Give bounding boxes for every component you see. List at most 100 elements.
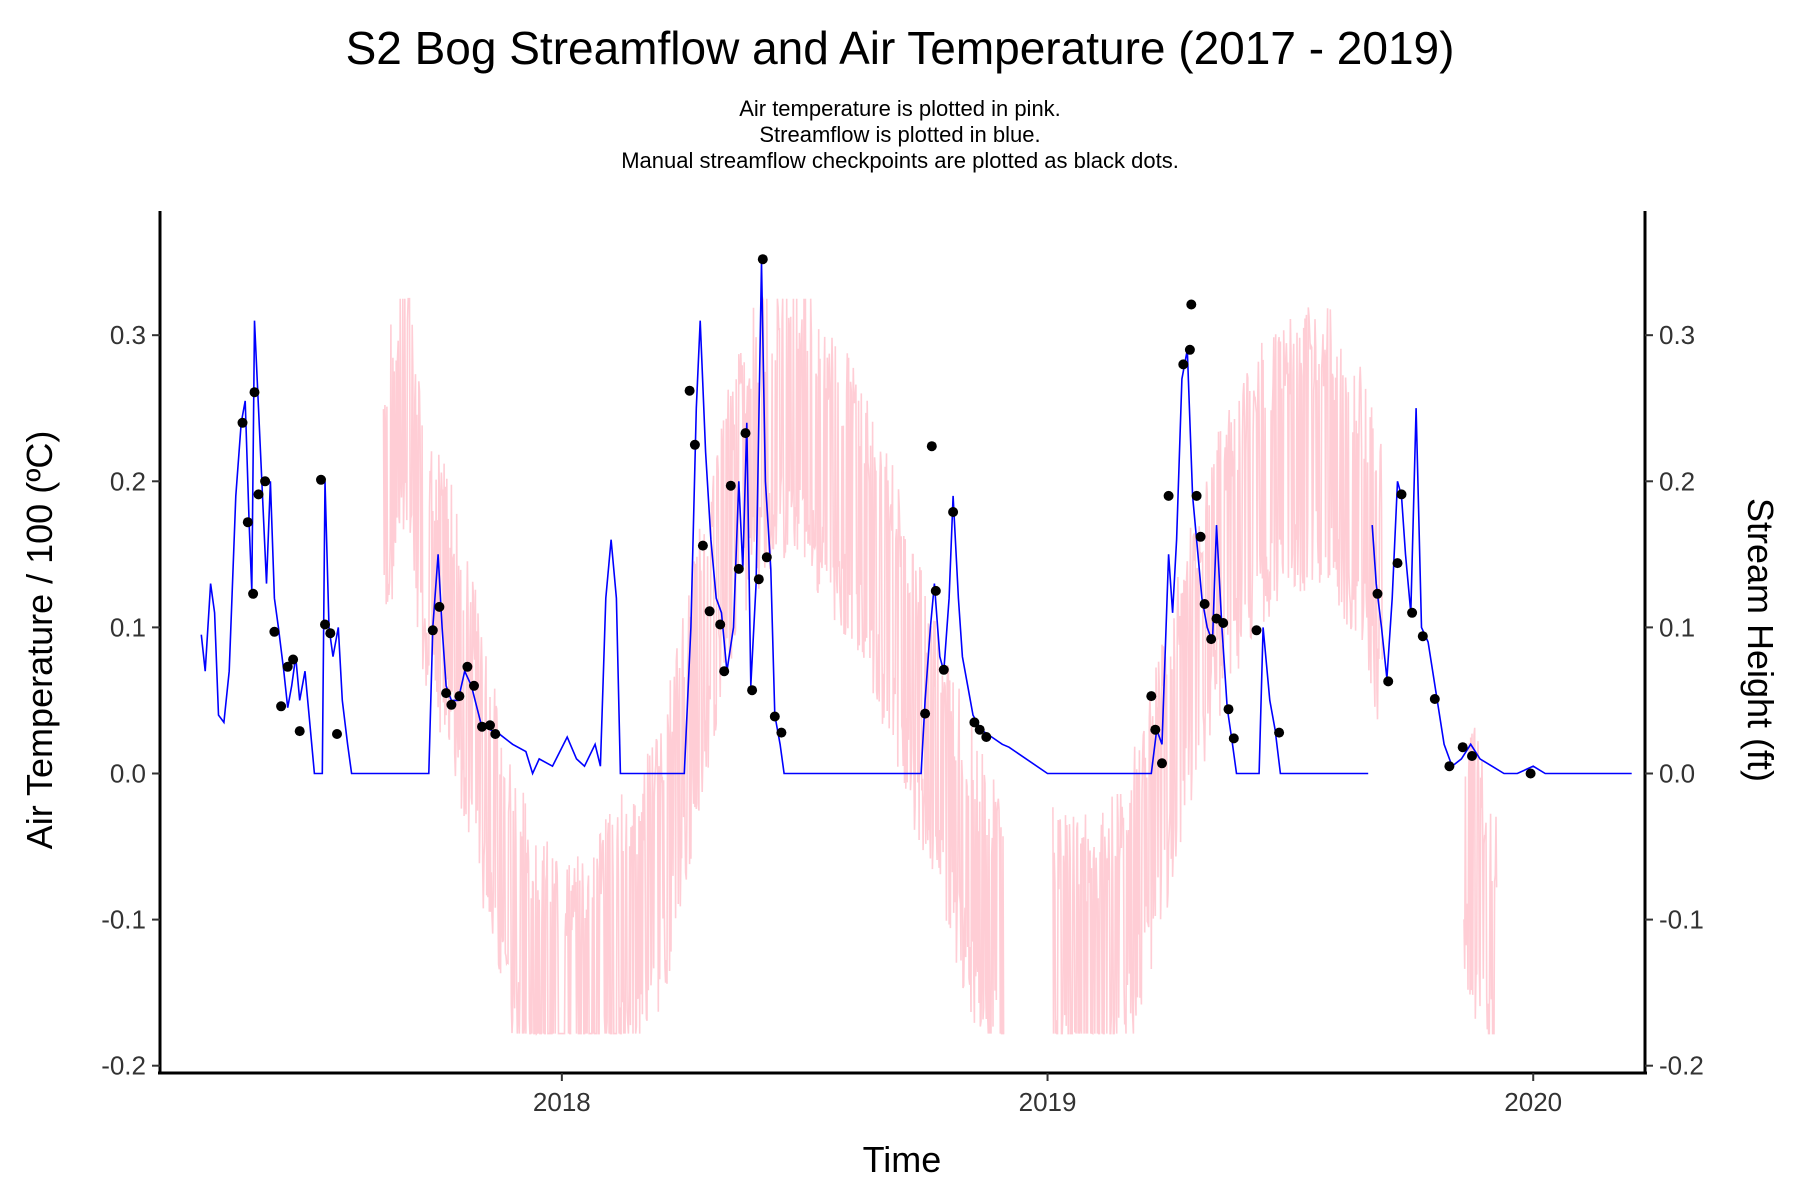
checkpoint-dot — [1206, 634, 1217, 645]
checkpoint-dot — [697, 540, 708, 551]
checkpoint-dot — [237, 417, 248, 428]
right-y-tick-label: 0.0 — [1659, 758, 1695, 788]
checkpoint-dot — [477, 721, 487, 732]
checkpoint-dot — [969, 717, 980, 728]
checkpoint-dot — [1218, 618, 1229, 628]
checkpoint-dot — [938, 664, 949, 675]
checkpoint-dot — [441, 688, 452, 699]
left-y-tick-label: 0.2 — [110, 466, 146, 496]
checkpoint-dot — [1383, 676, 1394, 687]
checkpoint-dot — [469, 680, 479, 691]
subtitle-line-1: Air temperature is plotted in pink. — [739, 96, 1061, 121]
left-y-tick-label: -0.1 — [101, 905, 146, 935]
chart-subtitle: Air temperature is plotted in pink. Stre… — [0, 96, 1800, 174]
air-temperature-layer — [382, 296, 1498, 1036]
streamflow-line-2 — [1371, 408, 1632, 775]
right-y-tick-label: 0.1 — [1659, 612, 1695, 642]
checkpoint-dot — [485, 720, 495, 731]
checkpoint-dot — [1178, 359, 1189, 370]
left-y-axis-title: Air Temperature / 100 (ºC) — [19, 431, 60, 850]
checkpoint-dot — [462, 661, 473, 672]
checkpoint-dot — [427, 625, 438, 636]
checkpoint-dot — [761, 552, 772, 563]
checkpoint-dot — [253, 489, 264, 500]
checkpoint-dot — [249, 387, 260, 398]
checkpoint-dot — [1199, 599, 1210, 609]
checkpoint-dot — [1146, 691, 1157, 702]
checkpoint-dot — [1251, 625, 1262, 636]
checkpoint-dot — [1457, 742, 1468, 753]
axes — [158, 211, 1647, 1075]
checkpoint-dot — [454, 691, 465, 702]
checkpoint-dot — [276, 701, 287, 712]
checkpoint-dot — [948, 507, 959, 517]
checkpoint-dot — [1228, 733, 1239, 744]
checkpoint-dot — [704, 606, 715, 617]
checkpoint-dot — [981, 732, 992, 742]
right-y-tick-label: -0.1 — [1659, 905, 1704, 935]
checkpoint-dot — [930, 585, 941, 596]
x-tick-label: 2020 — [1504, 1087, 1562, 1117]
chart-title: S2 Bog Streamflow and Air Temperature (2… — [345, 22, 1455, 74]
checkpoint-dot — [248, 588, 259, 599]
checkpoint-dot — [1163, 490, 1174, 501]
checkpoint-dot — [490, 729, 501, 739]
streamflow-layer — [200, 262, 1632, 776]
checkpoint-dot — [242, 517, 253, 528]
checkpoint-dot — [1372, 588, 1383, 599]
checkpoint-dot — [332, 729, 342, 739]
x-tick-label: 2018 — [533, 1087, 591, 1117]
checkpoint-layer — [237, 254, 1536, 779]
checkpoint-dot — [282, 661, 293, 672]
right-y-tick-label: 0.2 — [1659, 466, 1695, 496]
checkpoint-dot — [320, 619, 330, 630]
checkpoint-dot — [740, 428, 751, 439]
streamflow-line-1 — [200, 262, 1369, 776]
left-y-tick-label: 0.3 — [110, 320, 146, 350]
left-y-tick-label: 0.0 — [110, 758, 146, 788]
checkpoint-dot — [725, 480, 736, 491]
checkpoint-dot — [1274, 727, 1285, 738]
checkpoint-dot — [769, 711, 780, 722]
checkpoint-dot — [260, 476, 271, 487]
checkpoint-dot — [1223, 704, 1234, 715]
checkpoint-dot — [446, 699, 457, 710]
air-temperature-line-segment-3 — [1463, 727, 1498, 1035]
checkpoint-dot — [974, 724, 985, 735]
right-y-tick-label: -0.2 — [1659, 1051, 1704, 1081]
checkpoint-dot — [753, 574, 764, 585]
checkpoint-dot — [1186, 299, 1197, 310]
checkpoint-dot — [920, 708, 931, 719]
checkpoint-dot — [757, 254, 768, 265]
checkpoint-dot — [1150, 724, 1161, 735]
left-y-tick-label: -0.2 — [101, 1051, 146, 1081]
right-y-tick-label: 0.3 — [1659, 320, 1695, 350]
checkpoint-dot — [325, 628, 336, 639]
checkpoint-dot — [926, 441, 937, 452]
checkpoint-dot — [689, 439, 700, 450]
checkpoint-dot — [1429, 694, 1440, 704]
checkpoint-dot — [684, 385, 695, 396]
checkpoint-dot — [1525, 768, 1536, 779]
checkpoint-dot — [294, 726, 305, 737]
checkpoint-dot — [1191, 490, 1202, 501]
right-y-axis-title: Stream Height (ft) — [1740, 498, 1781, 782]
air-temperature-line-segment-1 — [382, 296, 1005, 1036]
checkpoint-dot — [316, 474, 326, 485]
checkpoint-dot — [747, 685, 758, 696]
checkpoint-dot — [733, 563, 744, 574]
checkpoint-dot — [1396, 489, 1407, 500]
subtitle-line-2: Streamflow is plotted in blue. — [759, 122, 1041, 147]
checkpoint-dot — [1417, 631, 1428, 642]
left-y-tick-label: 0.1 — [110, 612, 146, 642]
checkpoint-dot — [1467, 751, 1477, 761]
checkpoint-dot — [719, 666, 730, 677]
checkpoint-dot — [269, 626, 280, 637]
x-axis-title: Time — [863, 1139, 942, 1180]
ticks: 0.3 0.3 0.2 0.2 0.1 0.1 0.0 0.0 -0.1 -0.1 -0.2 -0.2… — [101, 320, 1704, 1117]
checkpoint-dot — [1195, 531, 1206, 542]
checkpoint-dot — [1184, 344, 1195, 355]
checkpoint-dot — [1157, 758, 1167, 769]
checkpoint-dot — [434, 601, 445, 612]
checkpoint-dot — [776, 727, 787, 738]
